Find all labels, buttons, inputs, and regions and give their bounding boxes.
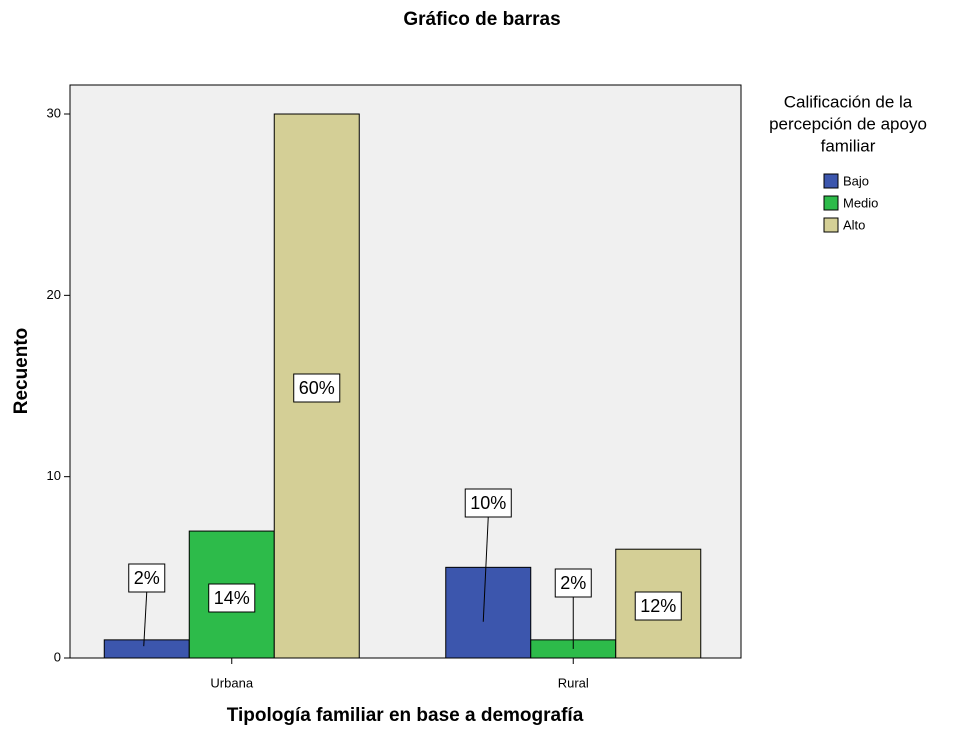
value-label: 2% [560,573,586,593]
y-tick-label: 30 [47,105,61,120]
legend-swatch [823,173,839,189]
bar [445,566,532,659]
y-tick-label: 10 [47,468,61,483]
legend-swatch [823,217,839,233]
x-tick-label: Rural [558,675,589,690]
value-label: 12% [640,596,676,616]
value-label-box [208,583,256,613]
legend-swatch [823,195,839,211]
value-label: 2% [134,568,160,588]
legend-label: Bajo [843,173,869,188]
legend-title: familiar [821,136,876,155]
y-tick-label: 20 [47,287,61,302]
legend-title: Calificación de la [784,92,913,111]
chart-title: Gráfico de barras [403,9,560,30]
bar [103,639,190,659]
x-tick-label: Urbana [210,675,253,690]
value-label-box [464,488,512,518]
value-label-box [293,373,341,403]
y-tick-label: 0 [54,649,61,664]
y-axis-title: Recuento [11,328,32,415]
value-label-box [634,591,682,621]
x-axis-title: Tipología familiar en base a demografía [227,705,584,726]
legend-label: Medio [843,195,878,210]
leader-line [482,516,489,622]
legend-label: Alto [843,217,865,232]
value-label-box [554,568,592,598]
legend-title: percepción de apoyo [769,114,927,133]
value-label: 10% [470,493,506,513]
leader-line [143,591,148,647]
value-label-box [128,563,166,593]
value-label: 60% [299,378,335,398]
value-label: 14% [214,588,250,608]
